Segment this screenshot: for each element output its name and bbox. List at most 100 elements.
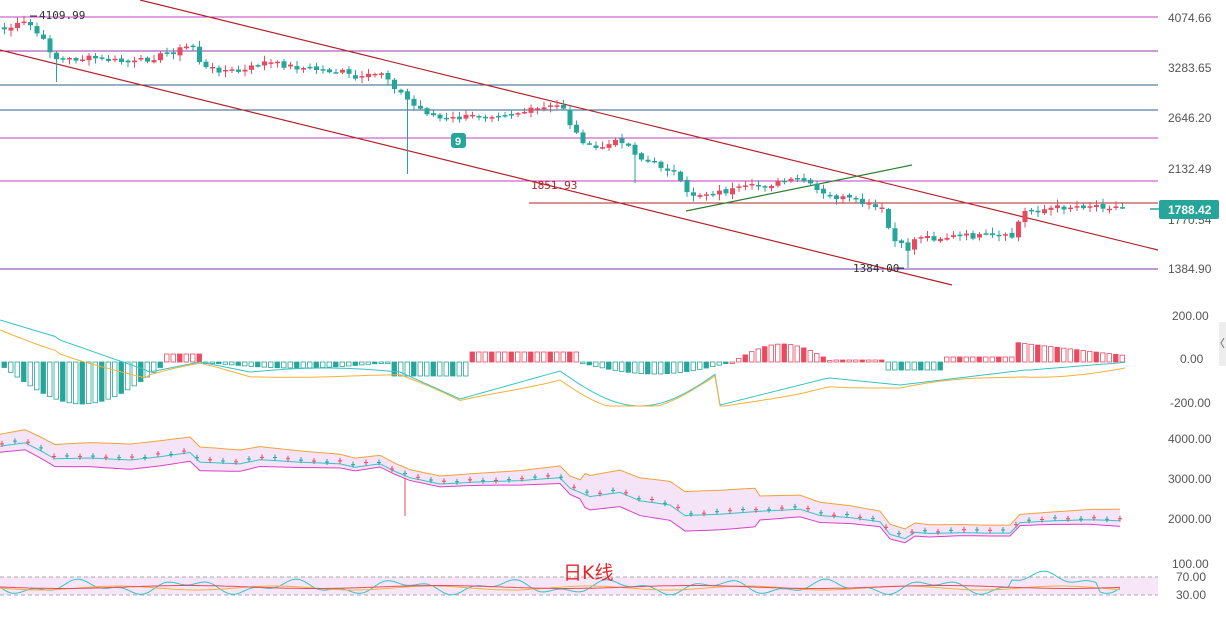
macd-bar — [229, 361, 235, 366]
candle-body — [548, 105, 553, 107]
macd-bar — [339, 361, 345, 367]
macd-bar — [905, 361, 911, 371]
macd-bar — [502, 351, 508, 363]
macd-bar — [586, 361, 592, 366]
sequence-badge[interactable] — [451, 133, 466, 148]
boll-lower-line — [0, 449, 1121, 544]
macd-bar — [287, 361, 293, 369]
macd-bar — [235, 361, 241, 366]
candle-body — [73, 58, 79, 61]
candle-body — [1022, 210, 1028, 223]
candle-body — [444, 117, 449, 120]
macd-bar — [853, 359, 859, 363]
candle-body — [502, 115, 508, 117]
candle-body — [60, 58, 66, 60]
macd-bar — [632, 361, 638, 374]
macd-bar — [359, 361, 365, 366]
macd-dif-line — [0, 319, 1126, 407]
macd-bar — [515, 351, 521, 363]
macd-bar — [547, 351, 553, 363]
macd-bar — [1061, 347, 1067, 363]
candle-body — [1042, 209, 1047, 214]
macd-bar — [157, 361, 163, 368]
macd-tick: -200.00 — [1170, 396, 1211, 410]
macd-bar — [716, 361, 722, 366]
macd-bar — [294, 361, 300, 369]
candle-body — [203, 61, 209, 68]
candle-body — [47, 38, 53, 53]
macd-bar — [762, 346, 768, 363]
candle-body — [119, 58, 124, 62]
macd-bar — [164, 353, 170, 363]
candle-body — [223, 69, 228, 72]
candle-body — [840, 196, 846, 200]
candle-body — [262, 61, 267, 66]
macd-bar — [40, 361, 46, 394]
candle-body — [879, 207, 885, 209]
candle-body — [489, 117, 495, 119]
candle-body — [1100, 203, 1106, 209]
macd-bar — [840, 359, 846, 363]
macd-bar — [391, 361, 397, 377]
macd-bar — [729, 361, 735, 364]
candle-body — [983, 233, 989, 235]
macd-bar — [112, 361, 118, 397]
annotation-1851: 1851.93 — [531, 179, 577, 192]
macd-bar — [177, 353, 183, 363]
macd-bar — [775, 343, 781, 363]
macd-bar — [1093, 351, 1099, 363]
candle-body — [1113, 206, 1119, 209]
macd-bar — [281, 361, 287, 369]
macd-bar — [1087, 350, 1093, 363]
macd-bar — [66, 361, 72, 404]
candle-body — [353, 75, 358, 79]
sequence-badge-label: 9 — [455, 136, 461, 148]
candle-body — [268, 62, 274, 64]
candle-body — [593, 145, 599, 148]
macd-dea-line — [0, 329, 1126, 407]
candle-body — [515, 113, 521, 115]
macd-bar — [879, 359, 885, 363]
macd-bar — [736, 357, 742, 363]
candle-body — [359, 76, 365, 78]
candle-body — [249, 65, 254, 70]
macd-bar — [73, 361, 79, 405]
candle-body — [216, 67, 222, 73]
macd-bar — [183, 353, 189, 363]
macd-bar — [814, 353, 820, 363]
macd-bar — [99, 361, 105, 402]
macd-bar — [1080, 350, 1086, 363]
macd-bar — [671, 361, 677, 374]
candle-body — [652, 160, 657, 163]
macd-bar — [307, 361, 313, 369]
candle-body — [710, 193, 716, 196]
macd-bar — [703, 361, 709, 369]
macd-bar — [658, 361, 664, 375]
candle-body — [931, 236, 937, 241]
candle-body — [112, 58, 118, 61]
candle-body — [678, 171, 683, 181]
candle-body — [964, 233, 969, 236]
candle-body — [535, 108, 540, 110]
candle-body — [639, 153, 644, 160]
macd-bar — [885, 361, 891, 371]
candle-body — [1061, 206, 1067, 210]
macd-bar — [1015, 342, 1021, 363]
macd-bar — [872, 359, 878, 363]
candle-body — [106, 58, 111, 62]
macd-bar — [573, 351, 579, 363]
candle-body — [600, 147, 605, 149]
macd-tick: 200.00 — [1172, 309, 1209, 323]
candle-body — [275, 61, 280, 64]
macd-bar — [385, 361, 391, 364]
candle-body — [769, 185, 774, 189]
candle-body — [821, 188, 826, 194]
rsi-line-2 — [0, 585, 1121, 591]
macd-bar — [580, 361, 586, 364]
candle-body — [99, 57, 105, 59]
candle-body — [483, 116, 488, 119]
macd-bar — [430, 361, 436, 377]
side-scroll-handle[interactable] — [1219, 322, 1226, 366]
current-price-tag — [1159, 200, 1219, 219]
candle-body — [366, 73, 371, 78]
